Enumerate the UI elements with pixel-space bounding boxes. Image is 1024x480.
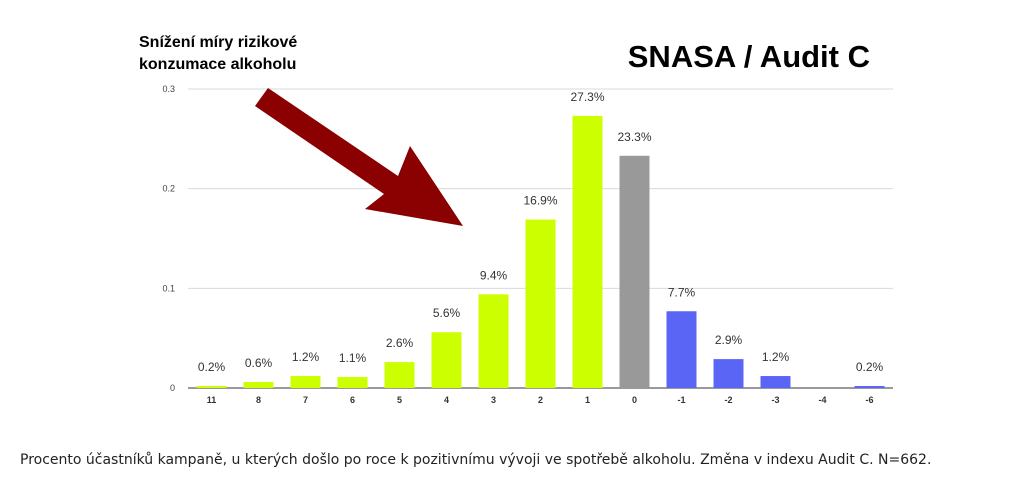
bar--1 [666, 311, 697, 388]
bar-2 [525, 219, 556, 388]
data-label-0: 23.3% [617, 130, 651, 144]
bar-layer [196, 115, 885, 388]
y-tick-label: 0.2 [162, 184, 175, 194]
x-tick-label: 0 [632, 395, 637, 405]
data-label--3: 1.2% [762, 350, 790, 364]
annotation-arrow [255, 88, 463, 226]
y-tick-label: 0 [170, 383, 175, 393]
x-tick-label: 7 [303, 395, 308, 405]
bar-6 [337, 377, 368, 388]
x-tick-label: 11 [207, 395, 217, 405]
bar-8 [243, 382, 274, 388]
y-tick-label: 0.1 [162, 283, 175, 293]
x-tick-label: 4 [444, 395, 449, 405]
annotation-text: Snížení míry rizikové konzumace alkoholu [139, 34, 302, 73]
bar-7 [290, 376, 321, 388]
bar-11 [196, 386, 227, 388]
data-label-5: 2.6% [386, 336, 414, 350]
x-tick-label: 3 [491, 395, 496, 405]
data-label--1: 7.7% [668, 285, 696, 299]
bar--6 [854, 386, 885, 388]
data-label-1: 27.3% [570, 90, 604, 104]
x-tick-label: 2 [538, 395, 543, 405]
bar-1 [572, 115, 603, 388]
chart: 0 0.1 0.2 0.3 0.2% 0.6% 1.2% 1.1% 2.6% 5.6% 9.4% 1… [139, 34, 893, 405]
annotation-line-2: konzumace alkoholu [139, 56, 296, 73]
x-tick-label: 6 [350, 395, 355, 405]
data-label-layer: 0.2% 0.6% 1.2% 1.1% 2.6% 5.6% 9.4% 16.9% 27.3% 23… [198, 90, 884, 374]
bar-0 [619, 155, 650, 388]
data-label-8: 0.6% [245, 356, 273, 370]
x-tick-label: -6 [865, 395, 873, 405]
bar--2 [713, 359, 744, 388]
x-tick-label: -4 [818, 395, 826, 405]
annotation-line-1: Snížení míry rizikové [139, 34, 297, 51]
x-tick-label: -2 [724, 395, 732, 405]
arrow-icon [255, 88, 463, 226]
bar--3 [760, 376, 791, 388]
data-label-6: 1.1% [339, 351, 367, 365]
data-label--6: 0.2% [856, 360, 884, 374]
x-tick-label: -3 [771, 395, 779, 405]
x-tick-layer: 11 8 7 6 5 4 3 2 1 0 -1 -2 -3 -4 -6 [207, 395, 874, 405]
data-label-11: 0.2% [198, 360, 226, 374]
chart-title: SNASA / Audit C [628, 39, 870, 74]
y-tick-label: 0.3 [162, 84, 175, 94]
bar-4 [431, 332, 462, 388]
x-tick-label: -1 [677, 395, 685, 405]
figure-caption: Procento účastníků kampaně, u kterých do… [20, 452, 932, 468]
data-label--2: 2.9% [715, 333, 743, 347]
x-tick-label: 8 [256, 395, 261, 405]
bar-3 [478, 294, 509, 388]
data-label-3: 9.4% [480, 268, 508, 282]
x-tick-label: 1 [585, 395, 590, 405]
data-label-4: 5.6% [433, 306, 461, 320]
chart-svg: 0 0.1 0.2 0.3 0.2% 0.6% 1.2% 1.1% 2.6% 5.6% 9.4% 1… [139, 34, 893, 405]
x-tick-label: 5 [397, 395, 402, 405]
data-label-7: 1.2% [292, 350, 320, 364]
bar-5 [384, 362, 415, 388]
data-label-2: 16.9% [523, 194, 557, 208]
